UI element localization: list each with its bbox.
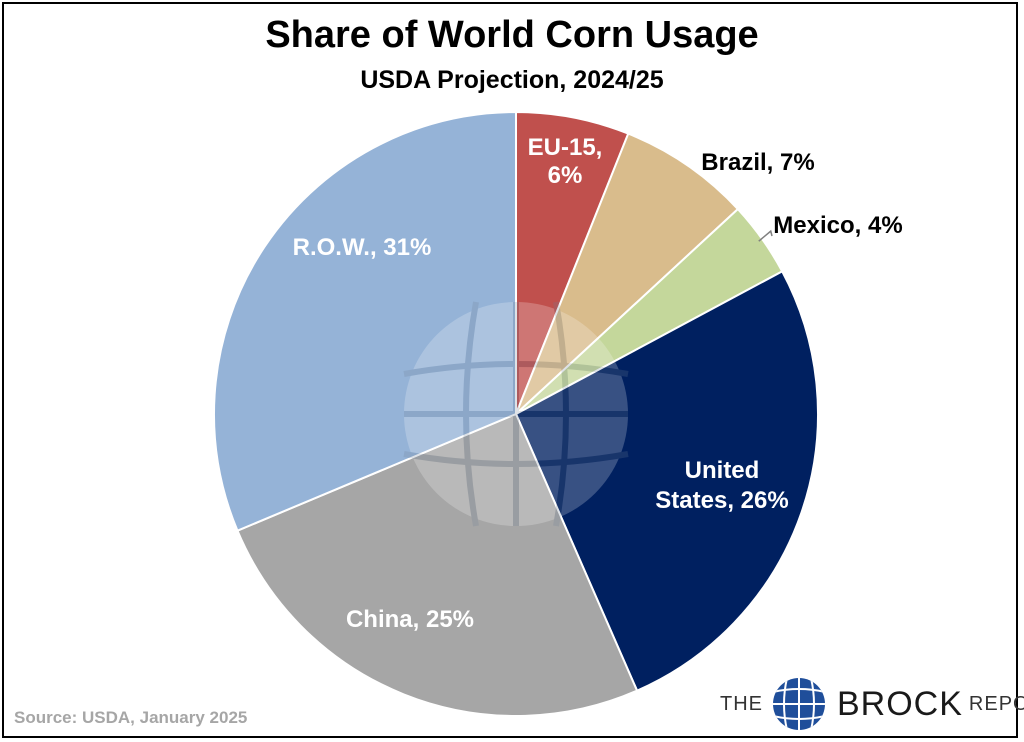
- chart-title: Share of World Corn Usage: [265, 14, 759, 56]
- source-note: Source: USDA, January 2025: [14, 708, 248, 727]
- slice-label-0: EU-15, 6%: [528, 134, 603, 189]
- logo-brock-text: BROCK: [837, 684, 963, 723]
- slice-label-3: United States, 26%: [655, 457, 788, 514]
- slice-label-2: Mexico, 4%: [773, 212, 902, 239]
- slice-label-5: R.O.W., 31%: [293, 234, 432, 261]
- globe-watermark: [403, 301, 629, 527]
- slice-label-1: Brazil, 7%: [701, 149, 814, 176]
- brock-report-logo: THE BROCK REPORT: [720, 676, 1024, 732]
- pie-slice-5: [213, 110, 517, 532]
- slice-label-4: China, 25%: [346, 606, 474, 633]
- pie-slice-1: [515, 132, 740, 415]
- logo-report-text: REPORT: [968, 692, 1024, 715]
- chart-subtitle: USDA Projection, 2024/25: [360, 66, 664, 94]
- logo-the-text: THE: [720, 692, 763, 715]
- globe-icon: [773, 678, 825, 730]
- mexico-leader-line: [758, 229, 773, 242]
